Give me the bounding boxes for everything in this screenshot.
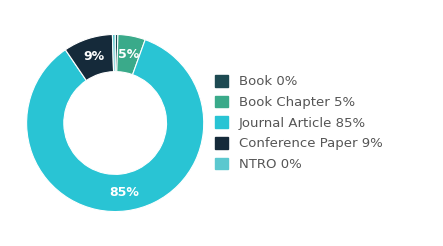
Wedge shape bbox=[27, 40, 204, 212]
Text: 5%: 5% bbox=[118, 48, 139, 61]
Text: 85%: 85% bbox=[109, 186, 139, 199]
Wedge shape bbox=[117, 34, 145, 75]
Legend: Book 0%, Book Chapter 5%, Journal Article 85%, Conference Paper 9%, NTRO 0%: Book 0%, Book Chapter 5%, Journal Articl… bbox=[215, 75, 382, 171]
Wedge shape bbox=[113, 34, 115, 72]
Text: 9%: 9% bbox=[83, 50, 104, 63]
Wedge shape bbox=[115, 34, 118, 72]
Wedge shape bbox=[66, 34, 113, 80]
